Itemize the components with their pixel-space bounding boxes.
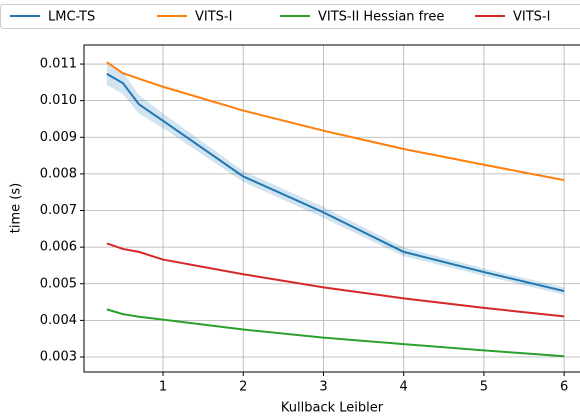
x-axis-label: Kullback Leibler bbox=[281, 401, 384, 416]
y-tick-label: 0.004 bbox=[40, 313, 77, 328]
x-tick-label: 2 bbox=[239, 380, 247, 395]
legend-label: LMC-TS bbox=[48, 10, 95, 25]
x-tick-label: 3 bbox=[319, 380, 327, 395]
y-axis-label: time (s) bbox=[9, 183, 24, 233]
y-tick-label: 0.008 bbox=[40, 166, 77, 181]
series-line bbox=[106, 61, 565, 182]
confidence-band bbox=[106, 62, 565, 295]
y-tick-label: 0.006 bbox=[40, 240, 77, 255]
x-tick-label: 1 bbox=[159, 380, 167, 395]
y-tick-label: 0.005 bbox=[40, 276, 77, 291]
legend-label: VITS-I bbox=[195, 10, 232, 25]
x-tick-label: 6 bbox=[560, 380, 568, 395]
plot-frame bbox=[83, 44, 580, 373]
legend-label: VITS-II Hessian free bbox=[318, 10, 444, 25]
series-line bbox=[106, 242, 565, 318]
series-line bbox=[106, 308, 565, 358]
y-tick-label: 0.003 bbox=[40, 349, 77, 364]
y-tick-label: 0.007 bbox=[40, 203, 77, 218]
y-tick-label: 0.010 bbox=[40, 93, 77, 108]
x-tick-label: 5 bbox=[480, 380, 488, 395]
legend-label: VITS-I bbox=[513, 10, 550, 25]
series-line bbox=[106, 73, 565, 293]
y-tick-label: 0.009 bbox=[40, 130, 77, 145]
y-tick-label: 0.011 bbox=[40, 57, 77, 72]
x-tick-label: 4 bbox=[400, 380, 408, 395]
